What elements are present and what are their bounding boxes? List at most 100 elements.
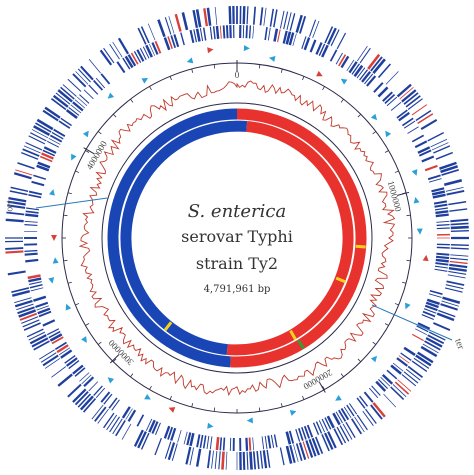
gene-feature (25, 210, 39, 214)
trna-arrow (340, 78, 348, 85)
gene-feature (324, 26, 334, 44)
gene-feature (321, 44, 329, 58)
gene-feature (23, 322, 41, 331)
gene-feature (26, 328, 44, 338)
gene-feature (195, 28, 201, 42)
minor-tick (357, 358, 362, 363)
gene-feature (363, 391, 374, 403)
gene-feature (364, 408, 377, 424)
gene-feature (168, 16, 175, 34)
gene-feature (206, 7, 212, 26)
gene-feature (416, 325, 429, 333)
gene-feature (315, 421, 323, 434)
gene-feature (450, 218, 469, 223)
gene-feature (413, 357, 430, 369)
gene-feature (336, 32, 347, 50)
gene-feature (349, 403, 358, 415)
gene-feature (450, 225, 469, 230)
gene-feature (215, 436, 220, 451)
gene-feature (137, 431, 147, 449)
trna-arrow (141, 78, 149, 84)
minor-tick (75, 303, 80, 306)
gene-feature (29, 283, 43, 289)
gene-feature (185, 446, 192, 465)
gene-feature (177, 429, 182, 443)
gene-feature (130, 52, 139, 65)
gene-feature (228, 6, 232, 25)
gene-feature (211, 450, 214, 469)
minor-tick (130, 373, 134, 378)
gene-feature (170, 35, 177, 49)
gene-feature (83, 376, 95, 388)
gene-feature (60, 86, 75, 100)
gene-feature (326, 415, 335, 429)
gene-feature (140, 26, 150, 44)
gene-feature (343, 406, 352, 419)
gene-feature (266, 449, 271, 468)
gene-feature (372, 58, 386, 74)
gene-feature (418, 149, 432, 157)
gene-feature (171, 443, 178, 461)
trna-arrow (107, 92, 115, 99)
gene-feature (24, 224, 38, 227)
gene-feature (192, 9, 199, 29)
trna-arrow (107, 377, 115, 384)
gene-feature (67, 78, 82, 92)
gene-feature (163, 37, 171, 51)
gene-feature (42, 319, 56, 327)
gene-feature (28, 190, 43, 196)
gc-skew-line (78, 80, 396, 397)
gene-feature (327, 27, 337, 45)
gene-feature (423, 308, 437, 314)
gene-feature (242, 6, 246, 25)
minor-tick (75, 170, 80, 173)
trna-arrow (370, 113, 378, 121)
gene-feature (436, 227, 450, 230)
gene-feature (174, 13, 182, 32)
ring-mark (163, 321, 173, 332)
gene-feature (67, 383, 82, 398)
gene-feature (51, 366, 67, 378)
gene-feature (136, 49, 145, 62)
gene-feature (428, 331, 446, 341)
gene-feature (436, 255, 450, 260)
gene-feature (62, 84, 77, 97)
gene-feature (342, 423, 353, 440)
gene-feature (103, 412, 115, 429)
gene-feature (218, 451, 221, 470)
gene-feature (386, 96, 398, 107)
minor-tick (258, 64, 261, 69)
trna-arrow-ring (48, 45, 429, 429)
major-tick (83, 147, 95, 155)
gene-feature (21, 316, 39, 324)
gene-feature (92, 79, 104, 91)
gene-feature (6, 211, 25, 216)
gene-feature (370, 404, 383, 420)
gene-feature (36, 164, 50, 172)
gene-feature (301, 426, 307, 440)
gene-feature (420, 118, 438, 130)
minor-tick (384, 150, 389, 153)
gene-feature (428, 178, 442, 183)
gene-feature (136, 414, 145, 427)
gene-feature (22, 148, 40, 157)
ter-line (371, 304, 453, 341)
minor-tick (357, 113, 362, 118)
gene-feature (80, 65, 94, 81)
gene-feature (289, 13, 296, 31)
gene-feature (151, 42, 159, 55)
gene-feature (214, 451, 218, 470)
gene-feature (392, 362, 404, 372)
gene-feature (109, 43, 120, 60)
gene-feature (422, 343, 439, 354)
gene-feature (264, 27, 268, 41)
gene-feature (70, 104, 82, 114)
gene-feature (28, 331, 46, 341)
gene-feature (103, 47, 115, 64)
gene-feature (362, 410, 374, 426)
gene-feature (58, 347, 71, 356)
gene-feature (48, 330, 61, 339)
gene-feature (57, 89, 73, 103)
gene-feature (72, 101, 84, 112)
